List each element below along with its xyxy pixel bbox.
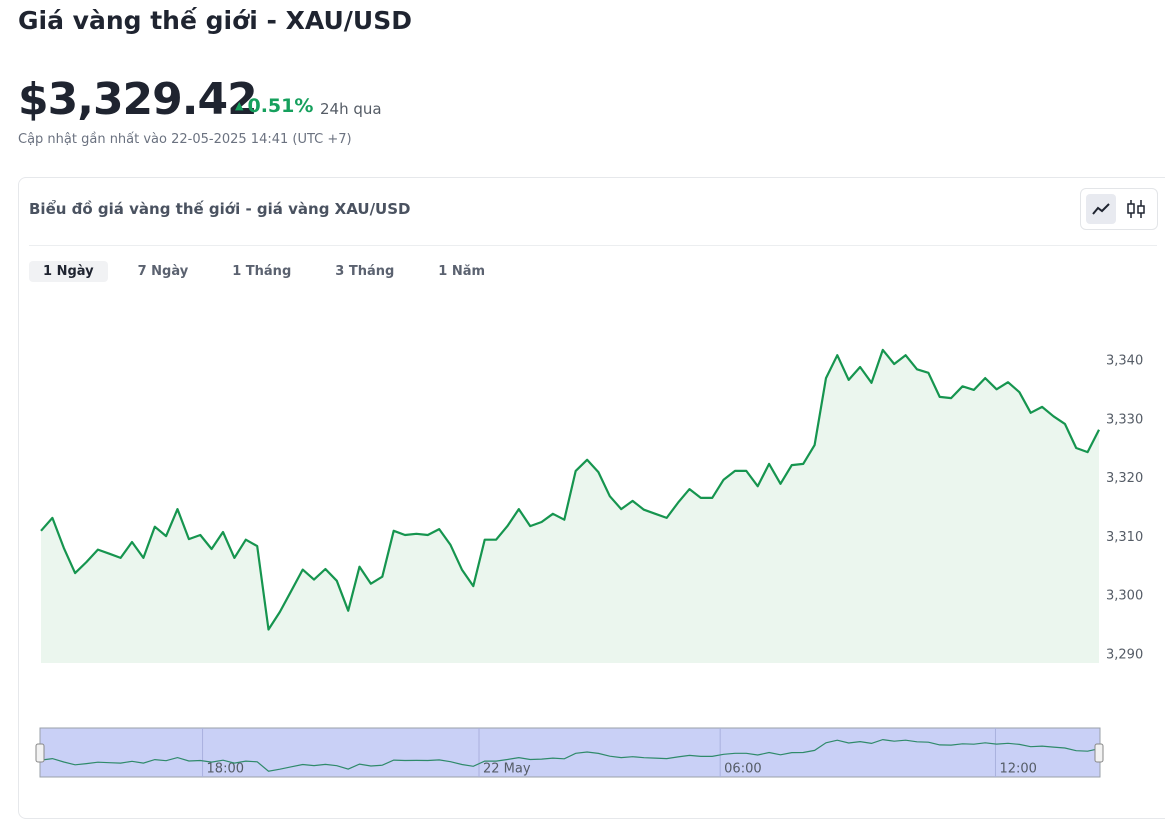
chart-type-switch — [1080, 188, 1158, 230]
range-tab[interactable]: 3 Tháng — [335, 264, 395, 279]
updated-time: Cập nhật gần nhất vào 22-05-2025 14:41 (… — [18, 132, 352, 147]
candle-icon — [1127, 200, 1145, 218]
candle-chart-button[interactable] — [1121, 194, 1151, 224]
page-title: Giá vàng thế giới - XAU/USD — [18, 6, 412, 35]
up-arrow: ▲ — [235, 99, 244, 112]
price: $3,329.42 — [18, 74, 258, 125]
range-tabs: 1 Ngày 7 Ngày 1 Tháng 3 Tháng 1 Năm — [29, 261, 515, 282]
price-change: ▲ 0.51% — [235, 95, 313, 117]
line-icon — [1092, 203, 1110, 215]
line-chart-button[interactable] — [1086, 194, 1116, 224]
range-tab[interactable]: 1 Năm — [438, 264, 486, 279]
change-period: 24h qua — [320, 100, 382, 118]
range-tab[interactable]: 1 Tháng — [232, 264, 292, 279]
range-tab[interactable]: 7 Ngày — [137, 264, 189, 279]
card-title: Biểu đồ giá vàng thế giới - giá vàng XAU… — [29, 200, 411, 218]
page: {"header": {"title": "Giá vàng thế giới … — [18, 6, 1165, 819]
change-value: 0.51% — [247, 95, 314, 117]
divider — [29, 245, 1157, 246]
range-tab[interactable]: 1 Ngày — [29, 261, 108, 282]
